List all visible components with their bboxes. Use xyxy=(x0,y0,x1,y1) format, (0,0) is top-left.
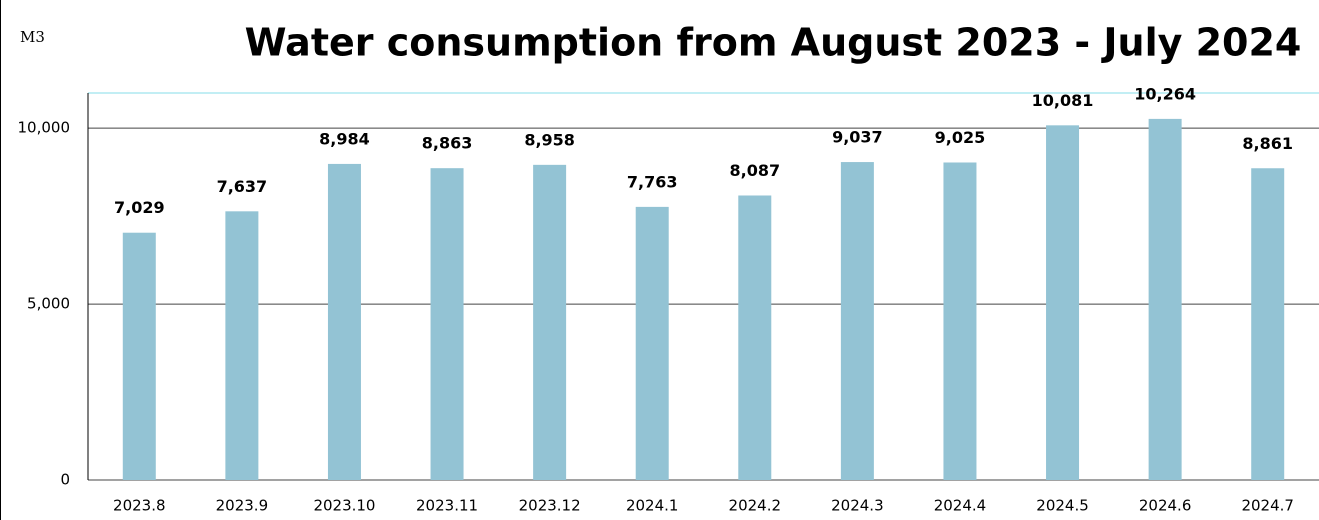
x-tick-label: 2024.6 xyxy=(1139,497,1192,515)
x-tick-label: 2023.9 xyxy=(216,497,269,515)
data-label: 7,637 xyxy=(217,177,268,196)
data-label: 8,984 xyxy=(319,129,370,148)
x-tick-label: 2023.12 xyxy=(519,497,581,515)
x-tick-label: 2023.11 xyxy=(416,497,478,515)
data-label: 7,029 xyxy=(114,198,165,217)
bar xyxy=(1251,168,1285,480)
data-label: 7,763 xyxy=(627,172,678,191)
bar xyxy=(635,206,669,480)
x-tick-label: 2024.3 xyxy=(831,497,884,515)
x-tick-label: 2023.8 xyxy=(113,497,166,515)
x-tick-label: 2024.5 xyxy=(1036,497,1089,515)
x-tick-label: 2024.2 xyxy=(729,497,782,515)
data-label: 10,081 xyxy=(1032,91,1094,110)
data-label: 8,861 xyxy=(1242,134,1293,153)
bar xyxy=(122,232,156,480)
data-label: 8,087 xyxy=(729,161,780,180)
bar xyxy=(943,162,977,481)
bar xyxy=(1148,118,1182,480)
bar xyxy=(738,195,772,481)
bar xyxy=(327,163,361,480)
y-tick-label: 0 xyxy=(60,471,70,489)
bar xyxy=(533,164,567,480)
data-label: 8,863 xyxy=(422,134,473,153)
bar xyxy=(225,211,259,480)
bar xyxy=(840,162,874,481)
y-tick-label: 10,000 xyxy=(18,119,71,137)
y-tick-label: 5,000 xyxy=(27,295,70,313)
data-label: 9,025 xyxy=(935,128,986,147)
data-label: 10,264 xyxy=(1134,84,1196,103)
y-unit: M3 xyxy=(20,28,45,46)
data-label: 8,958 xyxy=(524,130,575,149)
x-tick-label: 2024.7 xyxy=(1241,497,1294,515)
bar xyxy=(1046,125,1080,480)
x-tick-label: 2023.10 xyxy=(313,497,375,515)
bar xyxy=(430,168,464,481)
x-tick-label: 2024.1 xyxy=(626,497,679,515)
x-tick-label: 2024.4 xyxy=(934,497,987,515)
chart-title: Water consumption from August 2023 - Jul… xyxy=(245,21,1302,65)
data-label: 9,037 xyxy=(832,128,883,147)
